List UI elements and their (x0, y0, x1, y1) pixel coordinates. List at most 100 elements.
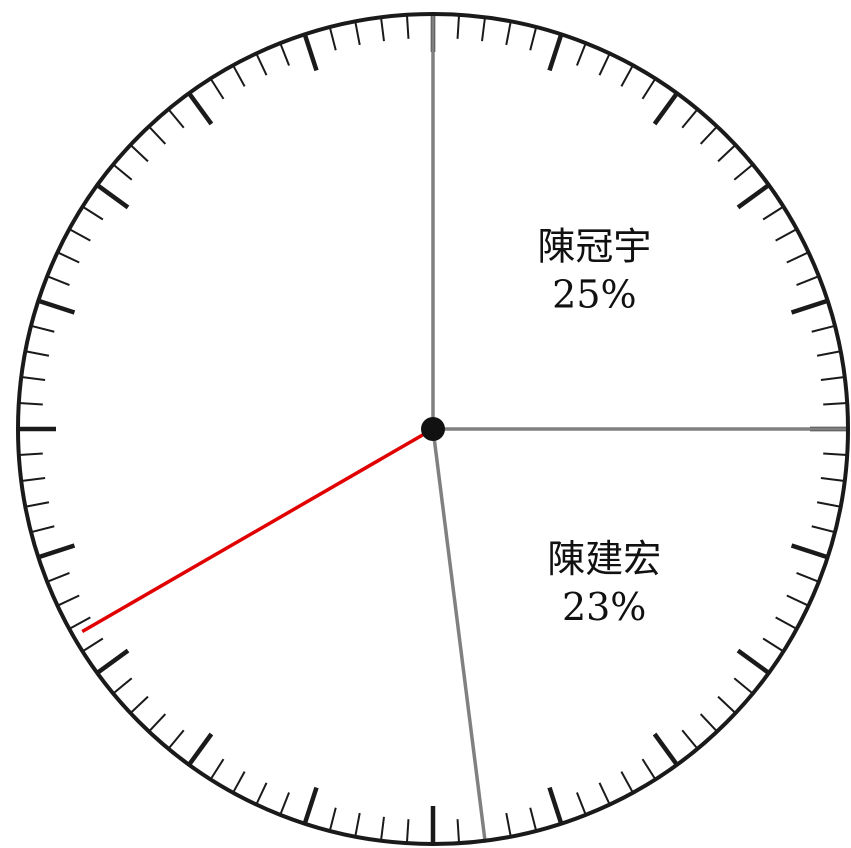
minor-tick (167, 108, 185, 129)
minor-tick (112, 677, 133, 695)
minor-tick (456, 819, 461, 844)
minor-tick (82, 637, 104, 653)
minor-tick (354, 812, 361, 837)
indicator-hand (81, 427, 434, 634)
minor-tick (18, 401, 43, 406)
minor-tick (796, 275, 820, 286)
minor-tick (57, 594, 80, 607)
minor-tick (148, 125, 167, 145)
minor-tick (232, 64, 246, 87)
minor-tick (30, 525, 55, 534)
minor-tick (328, 26, 337, 51)
minor-tick (481, 17, 487, 42)
minor-tick (816, 350, 841, 357)
minor-tick (786, 594, 809, 607)
minor-tick (46, 275, 70, 286)
minor-tick (576, 792, 587, 816)
minor-tick (823, 401, 848, 406)
minor-tick (576, 42, 587, 66)
major-tick (187, 91, 214, 126)
minor-tick (112, 163, 133, 181)
minor-tick (148, 713, 167, 733)
slice-name-label: 陳建宏 (547, 537, 661, 581)
minor-tick (21, 375, 46, 381)
minor-tick (46, 572, 70, 583)
major-tick (302, 786, 319, 825)
minor-tick (733, 677, 754, 695)
minor-tick (699, 713, 718, 733)
minor-tick (699, 125, 718, 145)
minor-tick (641, 758, 657, 780)
minor-tick (681, 729, 699, 750)
minor-tick (796, 572, 820, 583)
minor-tick (255, 53, 268, 76)
major-tick (736, 183, 771, 210)
major-tick (790, 298, 829, 315)
minor-tick (681, 108, 699, 129)
minor-tick (379, 816, 385, 841)
minor-tick (68, 616, 91, 630)
minor-tick (255, 782, 268, 805)
minor-tick (811, 525, 836, 534)
minor-tick (279, 42, 290, 66)
minor-tick (717, 695, 737, 714)
minor-tick (775, 228, 798, 242)
minor-tick (30, 324, 55, 333)
minor-tick (25, 350, 50, 357)
major-tick (547, 33, 564, 72)
major-tick (547, 786, 564, 825)
minor-tick (129, 144, 149, 163)
minor-tick (232, 771, 246, 794)
major-tick (95, 648, 130, 675)
minor-tick (21, 477, 46, 483)
major-tick (95, 183, 130, 210)
minor-tick (529, 26, 538, 51)
minor-tick (405, 14, 410, 39)
minor-tick (25, 501, 50, 508)
major-tick (187, 732, 214, 767)
minor-tick (620, 64, 634, 87)
minor-tick (279, 792, 290, 816)
slice-name-label: 陳冠宇 (537, 225, 651, 269)
minor-tick (820, 375, 845, 381)
minor-tick (816, 501, 841, 508)
major-tick (736, 648, 771, 675)
minor-tick (18, 452, 43, 457)
minor-tick (456, 14, 461, 39)
major-tick (652, 732, 679, 767)
minor-tick (68, 228, 91, 242)
minor-tick (717, 144, 737, 163)
minor-tick (405, 819, 410, 844)
minor-tick (598, 782, 611, 805)
minor-tick (209, 78, 225, 100)
minor-tick (167, 729, 185, 750)
center-hub (421, 417, 445, 441)
minor-tick (620, 771, 634, 794)
slice-dividers (431, 12, 850, 843)
minor-tick (529, 807, 538, 832)
slice-divider-2 (431, 428, 487, 843)
minor-tick (57, 251, 80, 264)
major-tick (37, 298, 76, 315)
major-tick (37, 543, 76, 560)
slice-percent-label: 25% (552, 273, 636, 317)
minor-tick (823, 452, 848, 457)
minor-tick (505, 812, 512, 837)
minor-tick (82, 205, 104, 221)
minor-tick (762, 205, 784, 221)
slice-percent-label: 23% (562, 585, 646, 629)
major-tick (790, 543, 829, 560)
minor-tick (820, 477, 845, 483)
minor-tick (379, 17, 385, 42)
minor-tick (786, 251, 809, 264)
dial-ticks (18, 14, 848, 844)
minor-tick (775, 616, 798, 630)
dial-rim (16, 12, 850, 846)
minor-tick (811, 324, 836, 333)
minor-tick (129, 695, 149, 714)
minor-tick (762, 637, 784, 653)
minor-tick (354, 21, 361, 46)
